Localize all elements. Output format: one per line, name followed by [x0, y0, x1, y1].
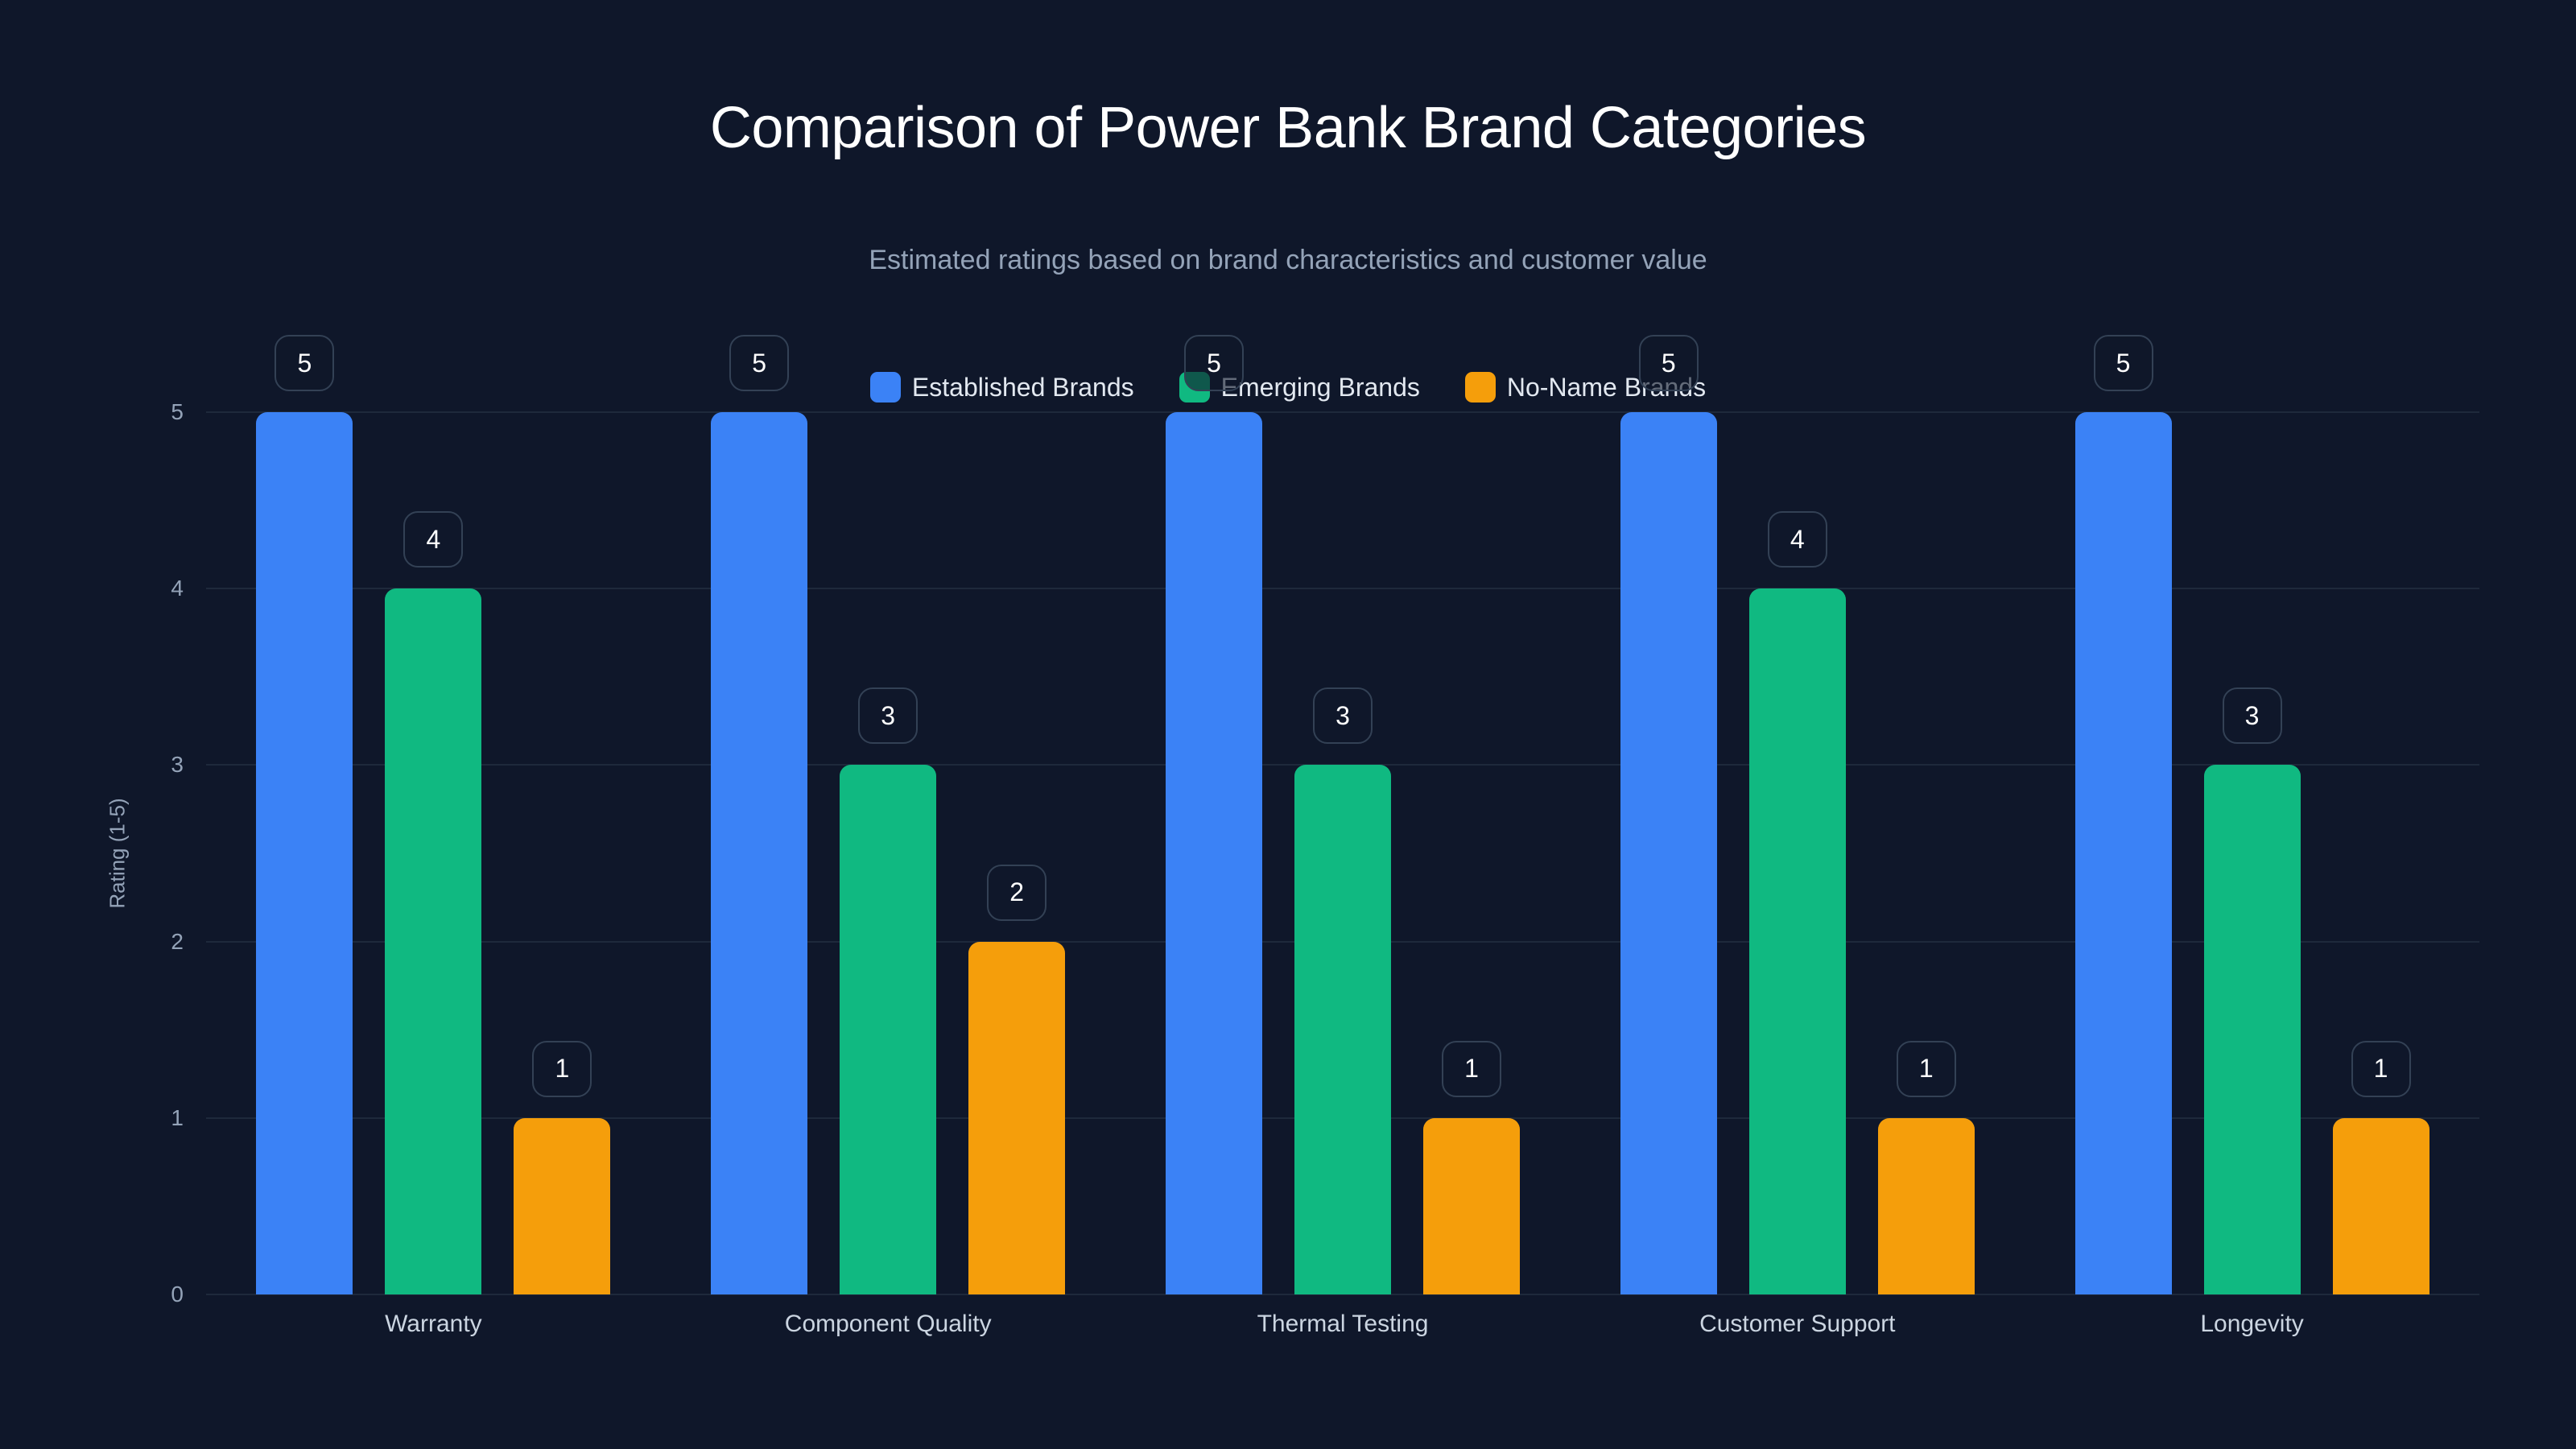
x-tick-label: Customer Support [1699, 1311, 1896, 1337]
value-label: 3 [1312, 687, 1373, 745]
y-tick-label: 2 [171, 928, 184, 954]
value-label: 1 [532, 1040, 592, 1097]
value-label: 5 [1638, 335, 1699, 391]
value-label: 5 [729, 335, 790, 391]
gridline [206, 411, 2479, 413]
bar-emerging-brands[interactable] [840, 765, 937, 1294]
legend: Established Brands Emerging Brands No-Na… [0, 372, 2576, 402]
bar-group: 5 4 1 [206, 335, 661, 1294]
value-label: 3 [2222, 687, 2282, 745]
legend-item-established[interactable]: Established Brands [869, 372, 1134, 402]
y-tick-label: 3 [171, 752, 184, 778]
x-tick-label: Component Quality [784, 1311, 992, 1337]
legend-swatch-no-name [1464, 372, 1496, 402]
value-label: 1 [2351, 1040, 2411, 1097]
bar-no-name-brands[interactable] [514, 1117, 611, 1294]
legend-label: Emerging Brands [1220, 372, 1420, 402]
bar-established-brands[interactable] [1165, 412, 1262, 1294]
x-tick-label: Longevity [2200, 1311, 2304, 1337]
value-label: 2 [987, 864, 1047, 921]
value-label: 1 [1896, 1040, 1956, 1097]
value-label: 3 [858, 687, 919, 745]
chart-title: Comparison of Power Bank Brand Categorie… [709, 96, 1867, 160]
value-label: 5 [275, 335, 335, 391]
y-tick-label: 4 [171, 576, 184, 601]
x-tick-label: Thermal Testing [1257, 1311, 1429, 1337]
bar-no-name-brands[interactable] [2332, 1117, 2429, 1294]
bar-emerging-brands[interactable] [2203, 765, 2301, 1294]
bar-no-name-brands[interactable] [1422, 1117, 1520, 1294]
y-tick-label: 0 [171, 1282, 184, 1307]
value-label: 5 [1183, 335, 1244, 391]
gridline [206, 1294, 2479, 1295]
y-tick-label: 1 [171, 1104, 184, 1130]
value-label: 4 [403, 511, 464, 568]
bar-no-name-brands[interactable] [968, 941, 1066, 1294]
bar-no-name-brands[interactable] [1877, 1117, 1975, 1294]
bar-emerging-brands[interactable] [1294, 765, 1391, 1294]
legend-label: Established Brands [911, 372, 1134, 402]
chart-subtitle: Estimated ratings based on brand charact… [869, 245, 1707, 275]
bar-established-brands[interactable] [711, 412, 808, 1294]
bar-emerging-brands[interactable] [385, 588, 482, 1294]
legend-item-emerging[interactable]: Emerging Brands [1179, 372, 1420, 402]
bar-established-brands[interactable] [1620, 412, 1717, 1294]
y-tick-label: 5 [171, 399, 184, 424]
value-label: 5 [2093, 335, 2153, 391]
bar-group: 5 3 2 [661, 335, 1116, 1294]
gridline [206, 764, 2479, 766]
bar-established-brands[interactable] [256, 412, 353, 1294]
bar-group: 5 4 1 [1570, 335, 2025, 1294]
value-label: 4 [1767, 511, 1827, 568]
plot-area: 0 1 2 3 4 5 5 4 1 5 3 2 5 3 1 5 4 1 5 3 1 [171, 335, 2479, 1307]
legend-swatch-established [869, 372, 901, 402]
bar-group: 5 3 1 [1116, 335, 1571, 1294]
gridline [206, 588, 2479, 590]
bar-established-brands[interactable] [2074, 412, 2172, 1294]
bar-group: 5 3 1 [2025, 335, 2479, 1294]
y-axis-title: Rating (1-5) [105, 798, 130, 909]
bar-emerging-brands[interactable] [1748, 588, 1846, 1294]
x-tick-label: Warranty [385, 1311, 482, 1337]
value-label: 1 [1441, 1040, 1501, 1097]
